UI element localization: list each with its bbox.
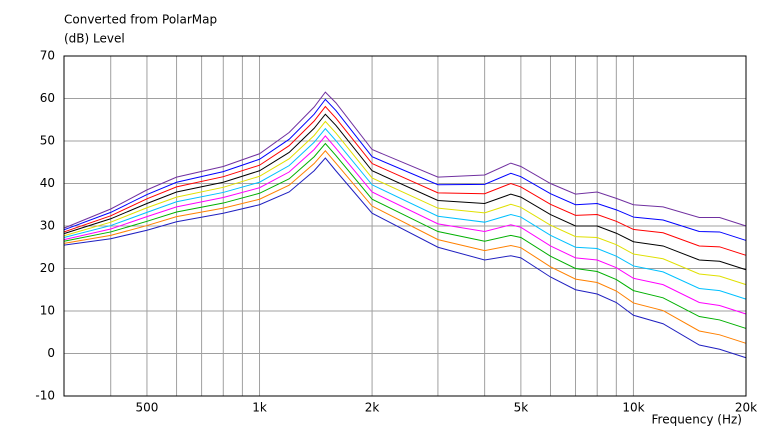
series-line: [63, 127, 747, 300]
series-line: [63, 98, 747, 241]
x-tick-label: 5k: [514, 401, 529, 415]
series-line: [63, 105, 747, 256]
series-line: [63, 150, 747, 344]
y-axis-label: (dB) Level: [64, 32, 125, 46]
x-axis-label: Frequency (Hz): [652, 413, 743, 427]
chart-title: Converted from PolarMap: [64, 13, 217, 27]
series-line: [63, 157, 747, 359]
series-line: [63, 91, 747, 229]
x-tick-label: 20k: [735, 401, 757, 415]
y-tick-label: 10: [40, 304, 55, 318]
x-tick-label: 2k: [365, 401, 380, 415]
y-tick-label: -10: [35, 389, 55, 403]
series-line: [63, 142, 747, 329]
x-tick-label: 10k: [622, 401, 644, 415]
y-tick-label: 70: [40, 49, 55, 63]
series-line: [63, 113, 747, 271]
series-line: [63, 135, 747, 315]
y-tick-label: 20: [40, 261, 55, 275]
y-tick-label: 40: [40, 176, 55, 190]
y-tick-label: 0: [47, 346, 55, 360]
y-tick-label: 30: [40, 219, 55, 233]
plot-frame: [63, 55, 747, 397]
x-tick-label: 500: [136, 401, 159, 415]
y-tick-label: 60: [40, 91, 55, 105]
x-tick-label: 1k: [252, 401, 267, 415]
y-tick-label: 50: [40, 134, 55, 148]
series-line: [63, 120, 747, 286]
